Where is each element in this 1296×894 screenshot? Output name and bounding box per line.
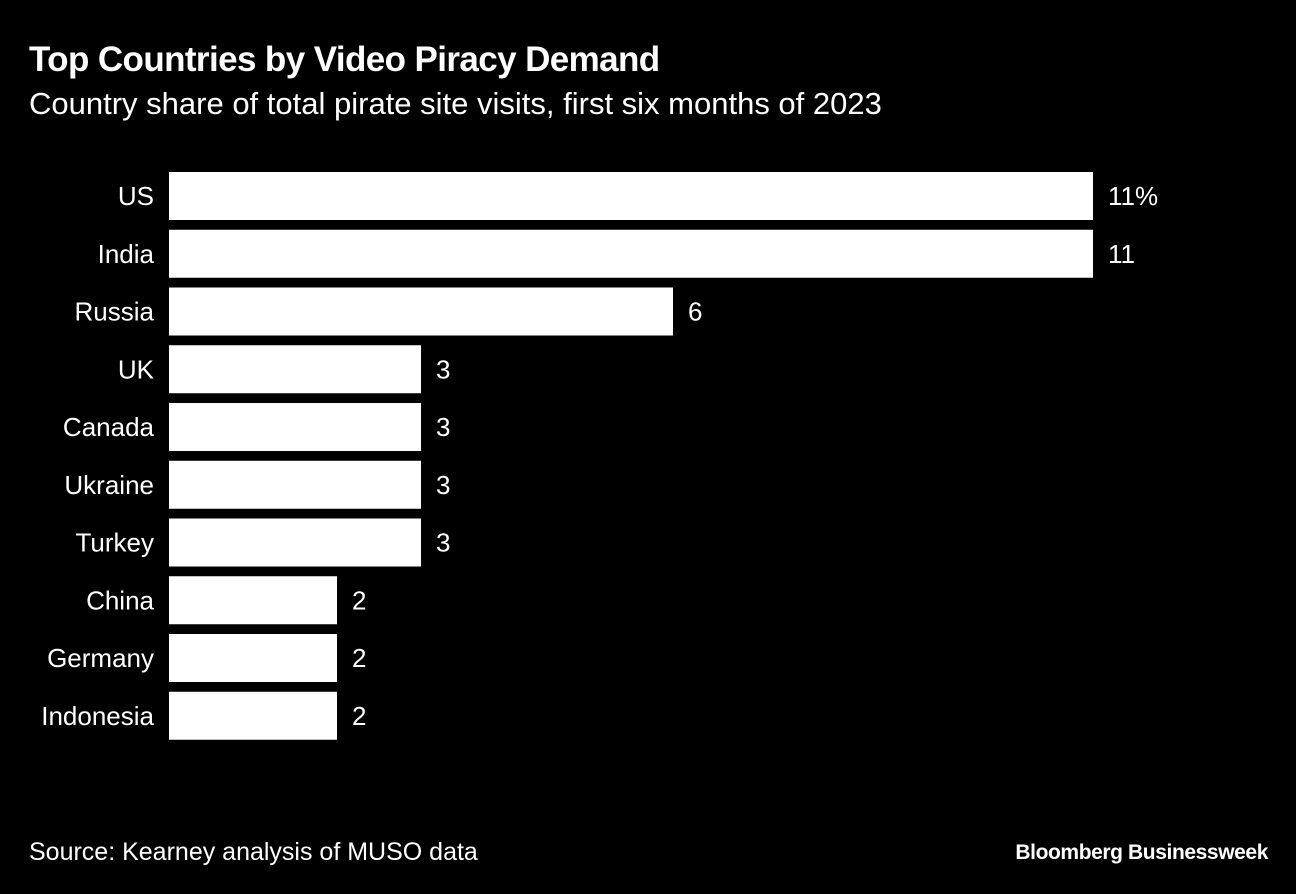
value-label: 3 <box>436 470 450 500</box>
category-label: Indonesia <box>41 701 154 731</box>
category-label: Canada <box>63 412 155 442</box>
bar <box>169 518 421 567</box>
bar <box>169 460 421 509</box>
value-label: 11 <box>1108 239 1135 269</box>
category-label: China <box>86 585 154 615</box>
value-label: 3 <box>436 354 450 384</box>
value-label: 11% <box>1108 181 1158 211</box>
bar <box>169 634 337 682</box>
value-label: 3 <box>436 412 450 442</box>
bar <box>169 172 1093 220</box>
source-note: Source: Kearney analysis of MUSO data <box>29 838 478 866</box>
bar <box>169 691 337 740</box>
category-label: Germany <box>47 643 154 673</box>
category-label: Turkey <box>76 528 155 558</box>
category-label: India <box>98 239 155 269</box>
bar <box>169 287 673 336</box>
bar <box>169 345 421 394</box>
category-label: US <box>118 181 154 211</box>
bar <box>169 576 337 625</box>
value-label: 6 <box>688 297 702 327</box>
value-label: 2 <box>352 643 366 673</box>
category-label: UK <box>118 354 155 384</box>
category-label: Russia <box>75 297 155 327</box>
chart-title: Top Countries by Video Piracy Demand <box>29 40 660 79</box>
bar <box>169 403 421 451</box>
value-label: 2 <box>352 701 366 731</box>
value-label: 2 <box>352 585 366 615</box>
value-label: 3 <box>436 528 450 558</box>
bar <box>169 229 1093 278</box>
category-label: Ukraine <box>64 470 154 500</box>
brand-logo: Bloomberg Businessweek <box>1015 841 1268 864</box>
chart-subtitle: Country share of total pirate site visit… <box>29 86 882 121</box>
